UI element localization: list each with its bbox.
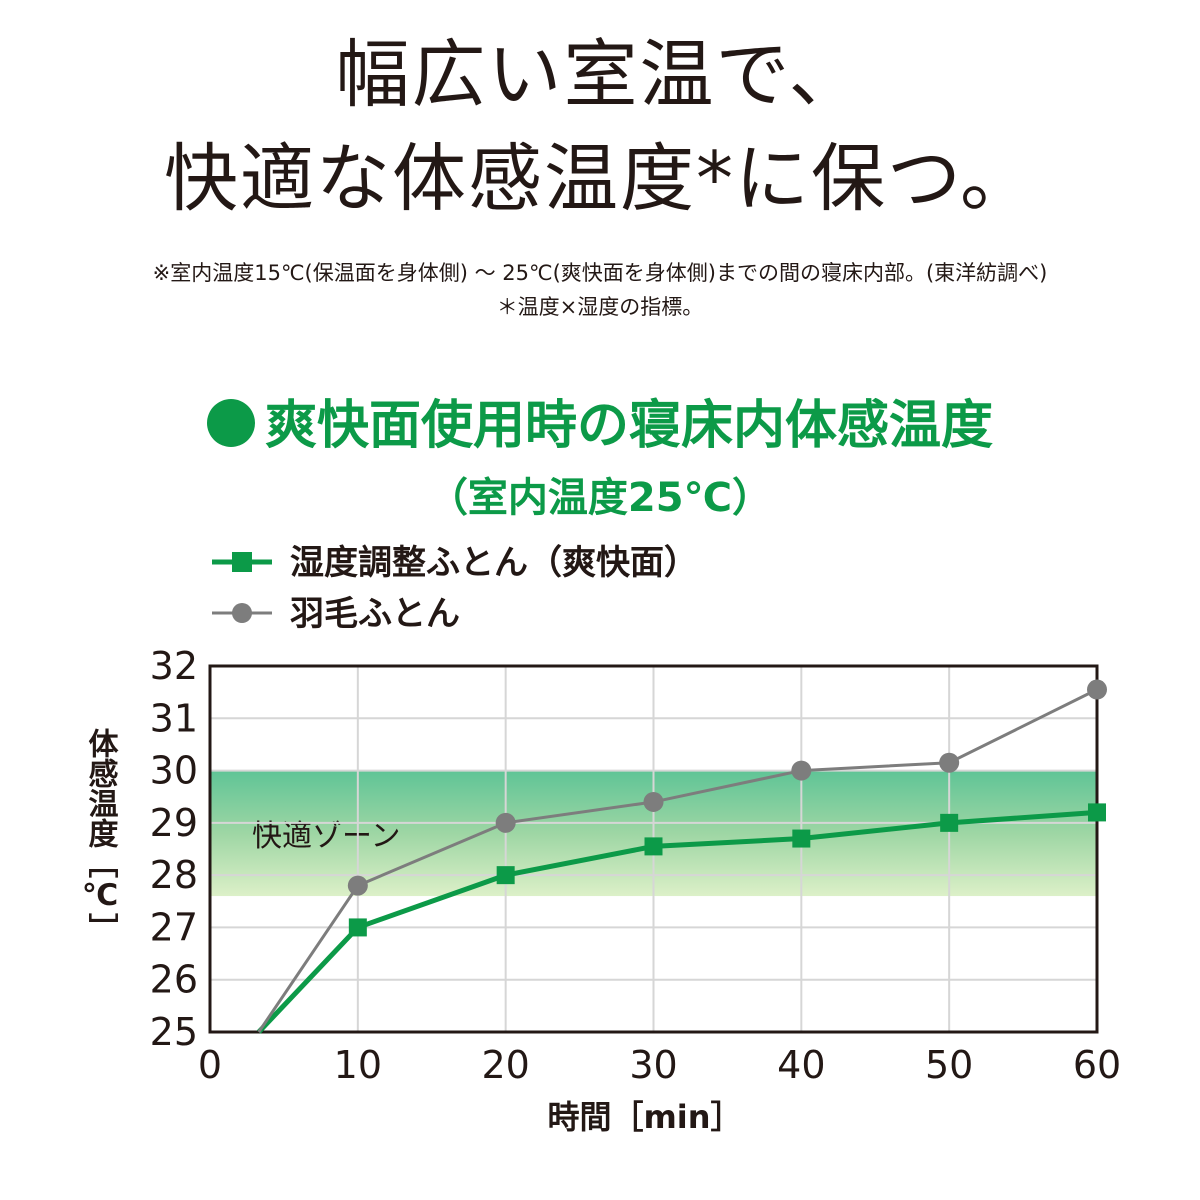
y-tick-label: 28 (150, 853, 198, 897)
y-tick-label: 27 (150, 905, 198, 949)
x-tick-label: 0 (198, 1043, 222, 1087)
series-point-2 (939, 752, 960, 773)
x-tick-label: 10 (334, 1043, 382, 1087)
series-point-2 (1087, 679, 1107, 700)
legend-label-1: 湿度調整ふとん（爽快面） (290, 543, 698, 583)
chart-title-row: 爽快面使用時の寝床内体感温度 (0, 383, 1200, 458)
title-bullet-icon (206, 399, 255, 447)
x-tick-label: 20 (481, 1043, 529, 1087)
x-tick-label: 40 (777, 1043, 825, 1087)
legend-marker-2 (232, 603, 252, 623)
x-tick-label: 60 (1073, 1043, 1121, 1087)
series-point-1 (940, 813, 959, 832)
y-tick-label: 25 (150, 1010, 198, 1054)
series-point-2 (495, 812, 516, 833)
x-tick-label: 50 (925, 1043, 973, 1087)
comfort-zone-label: 快適ゾーン (252, 819, 401, 854)
series-point-1 (792, 829, 811, 848)
chart-subtitle: （室内温度25℃） (427, 475, 773, 521)
series-point-2 (791, 760, 812, 781)
series-point-2 (347, 875, 368, 896)
y-tick-label: 29 (150, 801, 198, 845)
chart-title: 爽快面使用時の寝床内体感温度 (264, 396, 993, 456)
series-point-1 (348, 918, 367, 937)
y-tick-label: 30 (150, 749, 198, 793)
series-point-1 (644, 837, 663, 856)
x-axis-title: 時間［min］ (547, 1098, 742, 1136)
x-tick-label: 30 (629, 1043, 677, 1087)
legend-label-2: 羽毛ふとん (290, 594, 460, 634)
series-point-1 (496, 866, 515, 885)
footnote-line-1: ※室内温度15℃(保温面を身体側) ～ 25℃(爽快面を身体側)までの間の寝床内… (152, 261, 1048, 285)
series-point-1 (1088, 803, 1106, 822)
series-point-2 (643, 791, 664, 812)
legend-marker-1 (232, 552, 252, 572)
headline-line-2: 快適な体感温度*に保つ。 (163, 136, 1037, 222)
y-tick-label: 26 (150, 958, 198, 1002)
y-axis-title: 体感温度［℃］ (83, 728, 119, 943)
headline-line-1: 幅広い室温で、 (335, 32, 865, 118)
plot-frame (208, 664, 1099, 1034)
footnote-line-2: ＊温度×湿度の指標。 (496, 295, 704, 319)
y-tick-label: 32 (150, 644, 198, 688)
y-tick-label: 31 (150, 696, 198, 740)
